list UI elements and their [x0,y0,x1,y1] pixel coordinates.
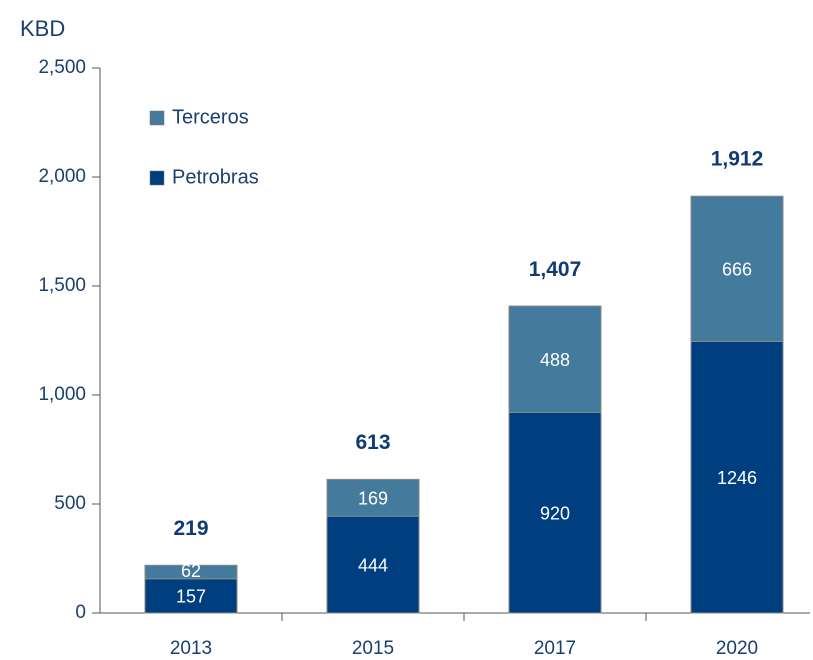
x-tick-label: 2015 [352,638,394,659]
legend-swatch [149,110,165,126]
value-label: 444 [358,555,388,575]
total-label: 1,407 [529,258,582,281]
bar-segment [326,515,420,614]
x-tick-label: 2020 [716,638,758,659]
total-label: 1,912 [711,148,764,171]
value-label: 62 [181,561,201,581]
value-label: 488 [540,350,570,370]
bar-segment [144,564,238,580]
y-tick-label: 1,500 [38,275,86,296]
y-tick-label: 2,500 [38,57,86,78]
total-label: 613 [355,431,390,454]
legend-swatch [149,170,165,186]
x-tick-label: 2017 [534,638,576,659]
bar-segment [144,578,238,614]
y-tick-label: 0 [75,602,86,623]
bar-segment [508,411,602,614]
value-label: 1246 [717,468,757,488]
value-label: 920 [540,503,570,523]
y-tick-label: 2,000 [38,166,86,187]
x-tick-label: 2013 [170,638,212,659]
bar-segment [326,478,420,517]
bar-segment [690,195,784,342]
total-label: 219 [173,517,208,540]
y-tick-label: 500 [54,493,86,514]
value-label: 157 [176,587,206,607]
value-label: 666 [722,260,752,280]
legend-label: Terceros [172,106,249,128]
legend-label: Petrobras [172,166,259,188]
y-axis-label: KBD [20,16,65,41]
value-label: 169 [358,489,388,509]
bar-segment [690,340,784,614]
y-tick-label: 1,000 [38,384,86,405]
bar-segment [508,305,602,413]
